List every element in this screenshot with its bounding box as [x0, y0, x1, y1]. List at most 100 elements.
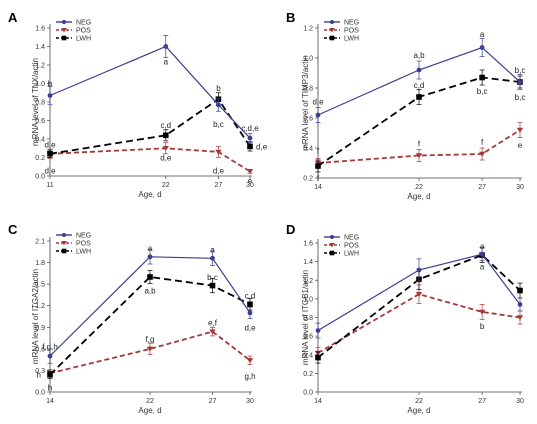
significance-label: f,g [146, 335, 155, 344]
legend-marker [62, 20, 66, 24]
y-tick-label: 1.2 [35, 303, 45, 310]
y-tick-label: 0.4 [35, 137, 45, 144]
x-axis-label: Age, d [407, 406, 430, 415]
panel-letter: A [8, 10, 18, 25]
y-tick-label: 0.6 [35, 346, 45, 353]
data-point-pos [215, 149, 222, 155]
data-point-neg [416, 67, 422, 73]
legend-marker [329, 243, 335, 248]
significance-label: h [37, 371, 41, 380]
x-tick-label: 27 [478, 398, 486, 405]
y-tick-label: 0.8 [35, 100, 45, 107]
significance-label: a [480, 262, 485, 271]
x-tick-label: 11 [46, 182, 53, 189]
y-tick-label: 1.2 [303, 26, 313, 33]
data-point-pos [516, 315, 524, 321]
y-tick-label: 1.6 [35, 26, 45, 33]
legend-marker [329, 28, 335, 33]
y-tick-label: 1.8 [35, 260, 45, 267]
y-tick-label: 0.0 [35, 174, 45, 181]
series-line-lwh [317, 254, 521, 359]
x-tick-label: 14 [46, 398, 54, 405]
data-point-neg [147, 254, 153, 260]
data-point-pos [146, 346, 154, 352]
data-point-lwh [209, 282, 216, 289]
data-point-neg [517, 79, 523, 85]
data-point-neg [247, 135, 253, 141]
significance-label: d,e [244, 323, 256, 332]
significance-label: f [481, 138, 484, 147]
data-point-lwh [162, 132, 169, 139]
legend-marker [61, 241, 67, 246]
legend-marker [330, 235, 334, 239]
y-tick-label: 1.5 [35, 282, 45, 289]
data-point-pos [478, 151, 486, 157]
y-tick-label: 1.0 [35, 81, 45, 88]
legend-marker [62, 233, 66, 237]
panel-letter: B [286, 10, 295, 25]
y-tick-label: 0.6 [35, 118, 45, 125]
x-tick-label: 22 [415, 398, 423, 405]
legend-entry: NEG [76, 20, 91, 27]
significance-label: d,e [160, 154, 172, 163]
significance-label: b,c [477, 87, 488, 96]
series-line-lwh [49, 276, 251, 376]
data-point-neg [479, 251, 485, 257]
significance-label: d,e [44, 141, 56, 150]
data-point-neg [315, 328, 321, 333]
y-tick-label: 1.0 [303, 296, 313, 303]
legend-marker [61, 35, 67, 41]
data-point-neg [247, 310, 253, 316]
data-point-neg [517, 302, 523, 307]
legend-marker [61, 28, 67, 33]
significance-label: e [518, 141, 523, 150]
data-point-neg [479, 45, 485, 50]
legend-entry: NEG [76, 233, 91, 240]
x-axis-label: Age, d [407, 192, 430, 201]
significance-label: f,g,h [42, 343, 58, 352]
legend-entry: LWH [344, 251, 359, 258]
data-point-neg [416, 267, 422, 273]
y-axis-label: mRNA level of TNX/actin [31, 58, 40, 146]
significance-label: h [48, 384, 52, 393]
legend-entry: LWH [344, 36, 359, 43]
y-tick-label: 2.1 [35, 239, 45, 246]
y-tick-label: 1.2 [35, 63, 45, 70]
x-tick-label: 27 [478, 184, 486, 191]
data-point-lwh [47, 371, 53, 378]
legend-marker [329, 250, 335, 256]
significance-label: a,b [413, 51, 425, 60]
data-point-pos [516, 127, 524, 133]
legend-entry: NEG [344, 235, 359, 242]
significance-label: f [418, 140, 421, 149]
y-tick-label: 0.3 [35, 368, 45, 375]
series-line-neg [49, 256, 251, 357]
data-point-lwh [517, 287, 523, 294]
significance-label: e [248, 177, 253, 186]
data-point-neg [210, 255, 215, 261]
data-point-pos [246, 169, 254, 175]
x-tick-label: 30 [516, 398, 524, 405]
chart-panel-a: A 0.0 0.2 0.4 0.6 0.8 1.0 1.2 1.4 1.6 11 22 27 30 Age,… [8, 10, 268, 199]
y-axis-label: mRNA level of ITGB1/actin [301, 270, 310, 365]
x-tick-label: 27 [215, 182, 223, 189]
y-tick-label: 0.6 [303, 116, 313, 123]
y-tick-label: 1.4 [35, 44, 45, 51]
y-tick-label: 1.0 [303, 56, 313, 63]
series-pos [314, 284, 524, 359]
y-tick-label: 0.4 [303, 352, 313, 359]
series-line-pos [317, 293, 521, 354]
x-tick-label: 22 [162, 182, 170, 189]
x-axis-label: Age, d [138, 190, 161, 199]
legend-entry: LWH [76, 249, 91, 256]
legend-marker [61, 248, 67, 254]
significance-label: c,d [414, 81, 425, 90]
panel-letter: D [286, 222, 295, 237]
y-tick-label: 1.6 [303, 241, 313, 248]
data-point-lwh [47, 151, 53, 157]
data-point-pos [478, 309, 486, 315]
significance-label: d,e [256, 142, 268, 151]
y-tick-label: 1.2 [303, 278, 313, 285]
legend-entry: POS [344, 28, 359, 35]
